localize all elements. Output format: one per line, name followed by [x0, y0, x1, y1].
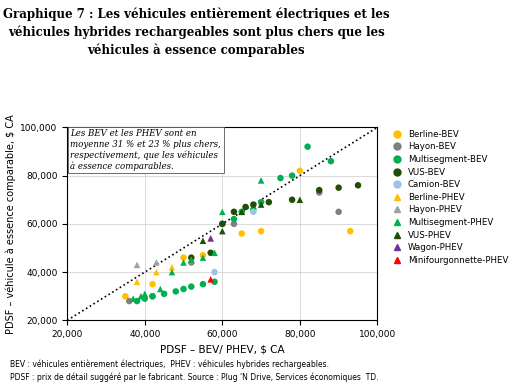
Point — [187, 255, 195, 261]
Point — [249, 209, 257, 215]
Point — [199, 238, 207, 244]
Point — [187, 257, 195, 263]
Point — [218, 221, 226, 227]
Point — [206, 235, 215, 242]
Point — [179, 255, 188, 261]
Point — [125, 298, 133, 304]
Text: Graphique 7 : Les véhicules entièrement électriques et les
véhicules hybrides re: Graphique 7 : Les véhicules entièrement … — [3, 8, 390, 57]
Point — [237, 209, 246, 215]
Point — [206, 250, 215, 256]
Point — [121, 293, 129, 300]
Point — [148, 293, 157, 300]
Point — [199, 255, 207, 261]
Point — [187, 257, 195, 263]
Point — [249, 201, 257, 208]
Text: PDSF : prix de détail suggéré par le fabricant. Source : Plug 'N Drive, Services: PDSF : prix de détail suggéré par le fab… — [10, 372, 379, 382]
Point — [148, 281, 157, 287]
Y-axis label: PDSF – véhicule à essence comparable, $ CA: PDSF – véhicule à essence comparable, $ … — [6, 114, 16, 334]
Point — [160, 291, 169, 297]
Point — [206, 235, 215, 242]
Point — [133, 298, 141, 304]
Point — [168, 269, 176, 275]
Point — [210, 279, 219, 285]
Point — [218, 228, 226, 234]
Point — [230, 221, 238, 227]
Point — [315, 190, 324, 196]
X-axis label: PDSF – BEV/ PHEV, $ CA: PDSF – BEV/ PHEV, $ CA — [160, 345, 285, 355]
Point — [179, 286, 188, 292]
Point — [141, 291, 149, 297]
Point — [257, 199, 265, 205]
Point — [129, 296, 138, 302]
Point — [153, 269, 161, 275]
Point — [303, 144, 312, 150]
Text: BEV : véhicules entièrement électriques,  PHEV : véhicules hybrides rechargeable: BEV : véhicules entièrement électriques,… — [10, 359, 329, 369]
Point — [148, 293, 157, 300]
Point — [354, 182, 362, 188]
Point — [141, 296, 149, 302]
Point — [168, 264, 176, 270]
Point — [133, 279, 141, 285]
Point — [241, 204, 250, 210]
Point — [206, 276, 215, 283]
Point — [136, 293, 145, 300]
Point — [230, 209, 238, 215]
Point — [288, 196, 296, 203]
Point — [249, 206, 257, 212]
Point — [156, 286, 164, 292]
Point — [199, 252, 207, 258]
Point — [187, 259, 195, 266]
Point — [315, 187, 324, 193]
Point — [199, 281, 207, 287]
Point — [334, 185, 343, 191]
Point — [296, 196, 304, 203]
Point — [257, 177, 265, 183]
Point — [265, 199, 273, 205]
Point — [210, 250, 219, 256]
Point — [237, 209, 246, 215]
Point — [288, 173, 296, 179]
Point — [257, 228, 265, 234]
Point — [210, 269, 219, 275]
Point — [230, 216, 238, 222]
Legend: Berline-BEV, Hayon-BEV, Multisegment-BEV, VUS-BEV, Camion-BEV, Berline-PHEV, Hay: Berline-BEV, Hayon-BEV, Multisegment-BEV… — [388, 130, 508, 265]
Point — [334, 209, 343, 215]
Point — [237, 209, 246, 215]
Point — [257, 201, 265, 208]
Point — [327, 158, 335, 164]
Point — [172, 288, 180, 295]
Point — [237, 230, 246, 237]
Point — [276, 175, 284, 181]
Point — [346, 228, 355, 234]
Point — [218, 209, 226, 215]
Point — [179, 259, 188, 266]
Point — [296, 168, 304, 174]
Point — [187, 283, 195, 290]
Point — [133, 262, 141, 268]
Point — [218, 221, 226, 227]
Text: Les BEV et les PHEV sont en
moyenne 31 % et 23 % plus chers,
respectivement, que: Les BEV et les PHEV sont en moyenne 31 %… — [70, 129, 221, 171]
Point — [153, 259, 161, 266]
